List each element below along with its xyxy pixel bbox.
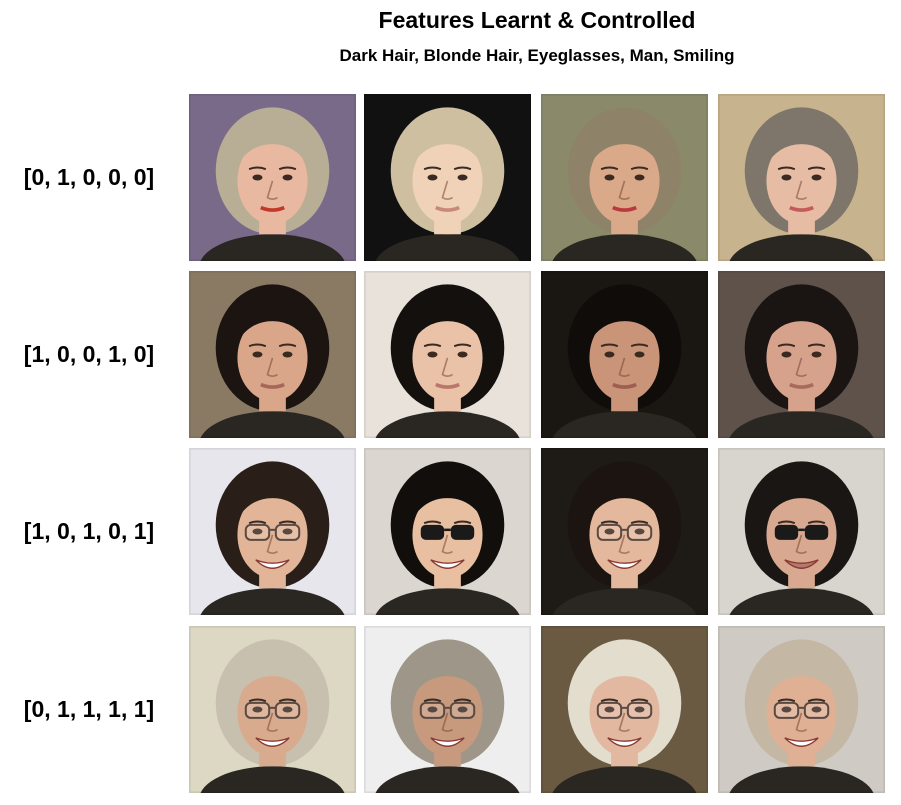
row-label-2: [1, 0, 0, 1, 0] bbox=[23, 341, 155, 367]
face-image bbox=[718, 448, 885, 615]
face-image bbox=[189, 448, 356, 615]
figure-title: Features Learnt & Controlled bbox=[378, 7, 696, 33]
face-illustration bbox=[189, 271, 356, 438]
face-image bbox=[718, 271, 885, 438]
face-illustration bbox=[189, 94, 356, 261]
face-illustration bbox=[718, 271, 885, 438]
face-image bbox=[541, 94, 708, 261]
face-image bbox=[541, 626, 708, 793]
face-image bbox=[718, 626, 885, 793]
face-illustration bbox=[364, 271, 531, 438]
face-image bbox=[541, 271, 708, 438]
face-illustration bbox=[541, 271, 708, 438]
face-illustration bbox=[364, 94, 531, 261]
row-label-1: [0, 1, 0, 0, 0] bbox=[23, 164, 155, 190]
face-illustration bbox=[189, 626, 356, 793]
row-label-3: [1, 0, 1, 0, 1] bbox=[23, 518, 155, 544]
face-image bbox=[364, 448, 531, 615]
face-image bbox=[364, 94, 531, 261]
face-illustration bbox=[718, 94, 885, 261]
face-illustration bbox=[364, 626, 531, 793]
face-illustration bbox=[718, 626, 885, 793]
row-label-4: [0, 1, 1, 1, 1] bbox=[23, 696, 155, 722]
face-illustration bbox=[541, 94, 708, 261]
face-image bbox=[189, 94, 356, 261]
face-illustration bbox=[364, 448, 531, 615]
face-illustration bbox=[718, 448, 885, 615]
face-image bbox=[718, 94, 885, 261]
figure-subtitle: Dark Hair, Blonde Hair, Eyeglasses, Man,… bbox=[339, 46, 735, 65]
face-image bbox=[189, 271, 356, 438]
face-image bbox=[541, 448, 708, 615]
face-illustration bbox=[541, 626, 708, 793]
face-image bbox=[189, 626, 356, 793]
face-image bbox=[364, 271, 531, 438]
face-image bbox=[364, 626, 531, 793]
face-illustration bbox=[541, 448, 708, 615]
face-illustration bbox=[189, 448, 356, 615]
